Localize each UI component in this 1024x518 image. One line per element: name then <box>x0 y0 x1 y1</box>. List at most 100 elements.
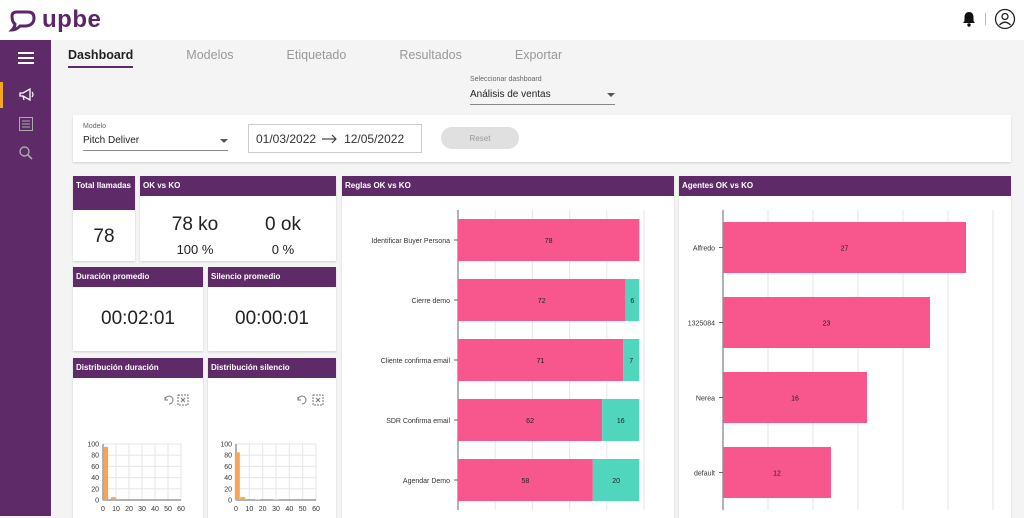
data-label: 6 <box>630 298 634 305</box>
date-from[interactable]: 01/03/2022 <box>256 131 317 146</box>
category-label: SDR Confirma email <box>386 418 450 425</box>
bar-segment <box>625 279 640 321</box>
bar-segment <box>723 372 867 423</box>
model-select[interactable]: Modelo Pitch Deliver <box>83 123 228 151</box>
bar-segment <box>458 279 626 321</box>
tab-etiquetado[interactable]: Etiquetado <box>286 48 347 62</box>
search-icon <box>18 146 33 160</box>
date-range-picker[interactable]: 01/03/2022 12/05/2022 <box>248 124 422 153</box>
menu-toggle-button[interactable] <box>0 45 51 71</box>
agents-ok-ko-card: Agentes OK vs KO Alfredo 27 1325084 23 Nerea… <box>679 176 1011 518</box>
sidebar <box>0 40 51 516</box>
y-tick-label: 80 <box>224 453 232 460</box>
y-tick-label: 40 <box>224 475 232 482</box>
avg-silence-card: Silencio promedio 00:00:01 <box>208 267 336 351</box>
x-tick-label: 0 <box>101 506 105 513</box>
x-tick-label: 20 <box>259 506 267 513</box>
x-tick-label: 20 <box>125 506 133 513</box>
x-tick-label: 50 <box>164 506 172 513</box>
category-label: 1325084 <box>688 321 715 328</box>
avg-silence-value: 00:00:01 <box>235 308 309 329</box>
x-tick-label: 10 <box>245 506 253 513</box>
reset-button[interactable]: Reset <box>441 127 519 149</box>
silence-distribution-card: Distribución silencio 0 10 20 30 40 50 60 0 20 40… <box>208 358 336 518</box>
tab-dashboard[interactable]: Dashboard <box>68 48 134 68</box>
category-label: Nerea <box>696 396 715 403</box>
x-tick-label: 40 <box>151 506 159 513</box>
reset-zoom-icon[interactable] <box>163 394 175 406</box>
y-tick-label: 80 <box>91 453 99 460</box>
sidebar-item-list[interactable] <box>0 111 51 137</box>
tab-modelos[interactable]: Modelos <box>186 48 234 62</box>
filter-bar: Modelo Pitch Deliver 01/03/2022 12/05/20… <box>73 115 1011 162</box>
user-account-icon[interactable] <box>994 8 1016 30</box>
x-tick-label: 60 <box>177 506 185 513</box>
histogram-bar <box>103 446 109 500</box>
sidebar-item-search[interactable] <box>0 140 51 166</box>
reset-zoom-icon[interactable] <box>296 394 308 406</box>
category-label: Agendar Demo <box>403 478 450 485</box>
y-tick-label: 20 <box>91 486 99 493</box>
sidebar-item-campaigns[interactable] <box>0 82 51 108</box>
date-to[interactable]: 12/05/2022 <box>344 131 405 146</box>
data-label: 72 <box>538 298 546 305</box>
dashboard-select[interactable]: Seleccionar dashboard Análisis de ventas <box>470 76 615 105</box>
x-tick-label: 30 <box>138 506 146 513</box>
model-select-label: Modelo <box>83 123 106 130</box>
agents-bar-chart: Alfredo 27 1325084 23 Nerea 16 default 12 <box>688 210 994 510</box>
upbe-logo-icon <box>8 10 36 32</box>
total-calls-card: Total llamadas 78 <box>73 176 135 261</box>
x-tick-label: 50 <box>299 506 307 513</box>
x-tick-label: 40 <box>285 506 293 513</box>
data-label: 58 <box>522 478 530 485</box>
card-title: Silencio promedio <box>208 267 336 287</box>
caret-down-icon <box>220 139 228 143</box>
ok-count: 0 ok <box>265 214 301 235</box>
card-title: Total llamadas <box>73 176 135 210</box>
list-icon <box>18 117 33 131</box>
card-title: Distribución duración <box>73 358 203 378</box>
histogram-bar <box>273 499 279 500</box>
tab-resultados[interactable]: Resultados <box>399 48 462 62</box>
card-title: Duración promedio <box>73 267 203 287</box>
total-calls-value: 78 <box>93 226 115 247</box>
category-label: default <box>694 471 715 478</box>
x-tick-label: 0 <box>234 506 238 513</box>
avg-duration-value: 00:02:01 <box>101 308 175 329</box>
data-label: 16 <box>617 418 625 425</box>
ok-ko-card: OK vs KO 78 ko 0 ok 100 % 0 % <box>140 176 336 261</box>
rules-ok-ko-card: Reglas OK vs KO Identificar Buyer Person… <box>342 176 674 518</box>
tab-exportar[interactable]: Exportar <box>514 48 563 62</box>
main-tabs: Dashboard Modelos Etiquetado Resultados … <box>68 48 615 68</box>
bar-segment <box>592 459 640 501</box>
bar-segment <box>602 399 640 441</box>
megaphone-icon <box>19 88 34 102</box>
y-tick-label: 0 <box>228 498 232 505</box>
card-title: Distribución silencio <box>208 358 336 378</box>
data-label: 16 <box>791 396 799 403</box>
y-tick-label: 40 <box>91 475 99 482</box>
y-tick-label: 20 <box>224 486 232 493</box>
category-label: Identificar Buyer Persona <box>371 238 450 245</box>
data-label: 62 <box>526 418 534 425</box>
data-label: 12 <box>773 471 781 478</box>
bar-segment <box>623 339 640 381</box>
x-tick-label: 10 <box>112 506 120 513</box>
card-title: OK vs KO <box>140 176 336 196</box>
histogram-bar <box>240 497 246 500</box>
histogram-bar <box>254 499 260 500</box>
y-tick-label: 60 <box>224 464 232 471</box>
silence-histogram: 0 10 20 30 40 50 60 0 20 40 60 80 100 <box>220 442 320 514</box>
zoom-select-icon[interactable] <box>312 394 324 406</box>
bell-icon[interactable] <box>961 11 977 27</box>
x-tick-label: 60 <box>312 506 320 513</box>
duration-histogram: 0 10 20 30 40 50 60 0 20 40 60 80 100 <box>87 442 185 514</box>
zoom-select-icon[interactable] <box>177 394 189 406</box>
y-tick-label: 100 <box>220 442 232 449</box>
duration-distribution-card: Distribución duración 0 10 20 30 40 50 60 0 20 40… <box>73 358 203 518</box>
brand-logo[interactable]: upbe <box>8 6 101 34</box>
histogram-bar <box>234 452 240 500</box>
divider <box>985 13 986 25</box>
data-label: 20 <box>612 478 620 485</box>
bar-segment <box>458 339 624 381</box>
